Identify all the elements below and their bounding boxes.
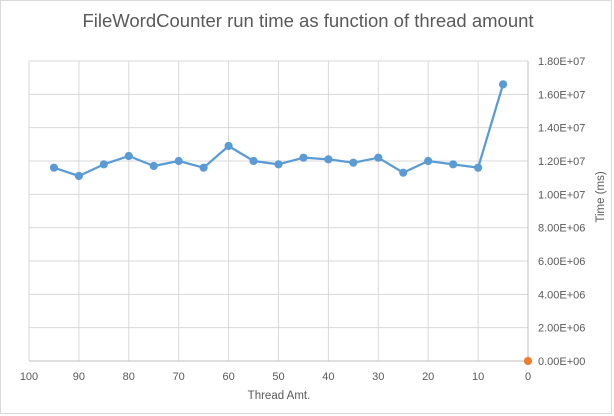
y-tick-label: 4.00E+06 <box>538 289 585 301</box>
x-tick-label: 70 <box>173 371 185 383</box>
data-point <box>199 163 208 172</box>
x-tick-labels: 100 90 80 70 60 50 40 30 20 10 0 <box>20 371 531 383</box>
data-point <box>174 156 183 166</box>
x-tick-label: 90 <box>73 371 85 383</box>
data-point <box>124 151 133 161</box>
x-tick-label: 50 <box>272 371 284 383</box>
gridlines <box>28 60 528 361</box>
data-point <box>374 153 383 162</box>
data-point <box>274 160 283 169</box>
y-tick-label: 1.40E+07 <box>538 123 585 135</box>
y-tick-label: 8.00E+06 <box>538 223 585 235</box>
y-tick-label: 0.00E+00 <box>538 356 585 368</box>
data-point <box>449 160 458 169</box>
data-point <box>49 163 59 172</box>
data-point <box>149 161 158 171</box>
series-1 <box>49 80 508 181</box>
data-point <box>474 163 483 172</box>
x-tick-label: 40 <box>322 371 334 383</box>
y-tick-label: 1.20E+07 <box>538 156 585 168</box>
data-point <box>249 156 258 166</box>
y-axis-title: Time (ms) <box>595 171 607 222</box>
y-tick-label: 6.00E+06 <box>538 256 585 268</box>
x-tick-label: 30 <box>372 371 384 383</box>
data-point <box>349 158 358 167</box>
x-tick-label: 80 <box>123 371 135 383</box>
x-tick-label: 60 <box>222 371 234 383</box>
data-point <box>299 153 308 162</box>
y-tick-label: 1.80E+07 <box>538 56 585 68</box>
x-tick-label: 10 <box>472 371 484 383</box>
data-point <box>224 141 233 151</box>
series-2 <box>523 356 533 366</box>
y-tick-label: 1.60E+07 <box>538 89 585 101</box>
series-layer <box>49 80 533 366</box>
x-tick-label: 0 <box>525 371 531 383</box>
x-tick-label: 20 <box>422 371 434 383</box>
data-point <box>74 171 84 181</box>
data-point <box>498 80 508 89</box>
data-point <box>324 155 333 164</box>
y-tick-labels: 0.00E+00 2.00E+06 4.00E+06 6.00E+06 8.00E+06… <box>538 56 585 368</box>
x-tick-label: 100 <box>20 371 38 383</box>
x-axis-title: Thread Amt. <box>248 390 311 402</box>
chart-title: FileWordCounter run time as function of … <box>82 10 533 31</box>
data-point <box>399 168 408 177</box>
data-point <box>424 156 433 166</box>
data-point <box>523 356 533 366</box>
data-point <box>99 160 108 169</box>
y-tick-label: 2.00E+06 <box>538 323 585 335</box>
y-tick-label: 1.00E+07 <box>538 189 585 201</box>
